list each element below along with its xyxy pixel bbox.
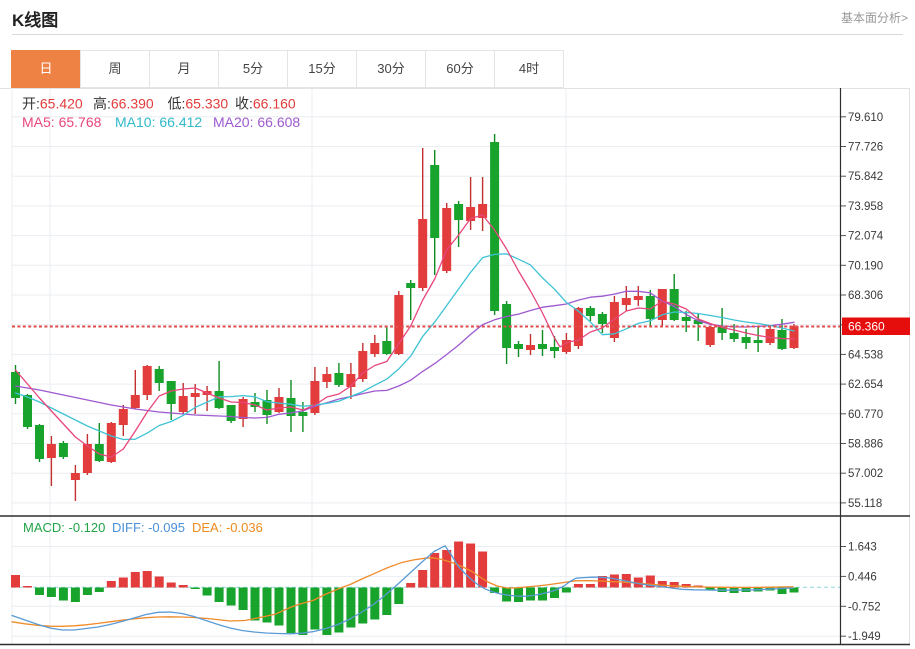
svg-text:79.610: 79.610	[848, 112, 883, 124]
svg-text:72.074: 72.074	[848, 231, 884, 243]
svg-text:70.190: 70.190	[848, 260, 883, 272]
svg-text:MA20: 66.608: MA20: 66.608	[213, 114, 300, 130]
svg-text:-0.752: -0.752	[848, 601, 881, 613]
svg-text:68.306: 68.306	[848, 290, 883, 302]
svg-text:开:65.420 高:66.390 低:65.330: 开:65.420 高:66.390 低:65.330 收:66.160	[22, 96, 296, 112]
svg-text:64.538: 64.538	[848, 349, 883, 361]
svg-text:73.958: 73.958	[848, 201, 883, 213]
svg-text:62.654: 62.654	[848, 379, 884, 391]
svg-text:60.770: 60.770	[848, 409, 883, 421]
svg-text:55.118: 55.118	[848, 498, 882, 510]
svg-text:0.446: 0.446	[848, 571, 877, 583]
svg-text:DEA: -0.036: DEA: -0.036	[192, 520, 263, 535]
svg-text:DIFF: -0.095: DIFF: -0.095	[112, 520, 185, 535]
svg-text:58.886: 58.886	[848, 439, 883, 451]
svg-text:57.002: 57.002	[848, 468, 883, 480]
svg-text:66.360: 66.360	[848, 320, 885, 334]
svg-text:-1.949: -1.949	[848, 631, 881, 643]
svg-text:75.842: 75.842	[848, 171, 883, 183]
svg-text:MA5: 65.768: MA5: 65.768	[22, 114, 102, 130]
svg-text:77.726: 77.726	[848, 142, 883, 154]
svg-text:MA10: 66.412: MA10: 66.412	[115, 114, 202, 130]
svg-text:1.643: 1.643	[848, 542, 877, 554]
svg-text:MACD: -0.120: MACD: -0.120	[23, 520, 105, 535]
